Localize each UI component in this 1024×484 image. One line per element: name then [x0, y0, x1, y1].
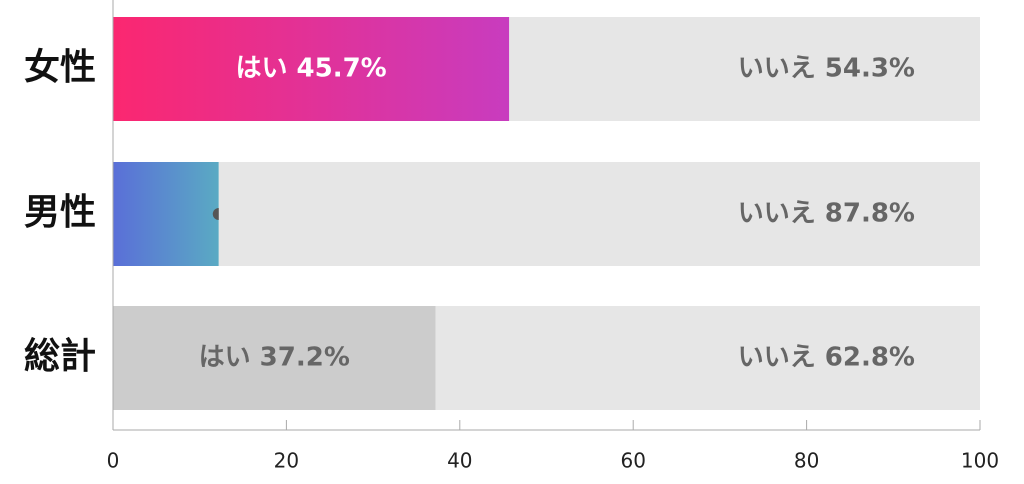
bar-segment	[435, 306, 980, 410]
x-tick-label: 60	[620, 449, 645, 473]
value-label: はい 45.7%	[235, 54, 386, 84]
category-label: 女性	[24, 47, 96, 88]
bar-segment	[113, 17, 510, 121]
category-label: 男性	[24, 192, 96, 233]
value-label: はい 37.2%	[199, 343, 350, 373]
value-label: いいえ 54.3%	[738, 54, 915, 84]
bar-segment	[113, 162, 219, 266]
value-label: いいえ 87.8%	[738, 199, 915, 229]
x-tick-label: 80	[794, 449, 819, 473]
bar-segment	[113, 306, 436, 410]
x-tick-label: 0	[107, 449, 120, 473]
x-tick-label: 40	[447, 449, 472, 473]
category-label: 総計	[24, 336, 96, 377]
value-label: いいえ 62.8%	[738, 343, 915, 373]
bar-segment	[218, 162, 981, 266]
x-tick-label: 100	[961, 449, 999, 473]
bar-segment	[509, 17, 980, 121]
x-tick-label: 20	[274, 449, 299, 473]
